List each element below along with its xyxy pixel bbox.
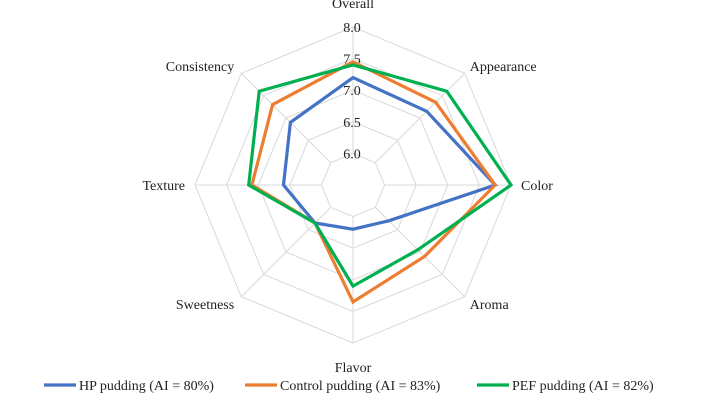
legend-item-1: Control pudding (AI = 83%) xyxy=(245,379,441,394)
axis-spoke-1 xyxy=(374,72,466,164)
radial-tick-labels: 6.06.57.07.58.0 xyxy=(343,21,361,162)
legend-label: PEF pudding (AI = 82%) xyxy=(512,379,654,394)
axis-label-consistency: Consistency xyxy=(166,60,234,75)
axis-label-aroma: Aroma xyxy=(470,298,510,313)
grid-ring-0 xyxy=(320,152,386,218)
tick-label: 6.0 xyxy=(343,147,361,162)
series-line-2 xyxy=(246,63,514,289)
axis-label-texture: Texture xyxy=(142,179,185,194)
axis-label-sweetness: Sweetness xyxy=(176,298,234,313)
axis-label-overall: Overall xyxy=(332,0,374,12)
axis-label-color: Color xyxy=(521,179,553,194)
legend: HP pudding (AI = 80%) Control pudding (AI… xyxy=(44,379,654,394)
legend-label: Control pudding (AI = 83%) xyxy=(280,379,441,394)
tick-label: 6.5 xyxy=(343,116,361,131)
series-line-0 xyxy=(281,75,499,231)
axis-labels: Overall Appearance Color Aroma Flavor Sweetne… xyxy=(142,0,553,376)
tick-label: 7.0 xyxy=(343,84,361,99)
data-series xyxy=(246,60,514,305)
series-line-1 xyxy=(250,60,498,305)
axis-label-flavor: Flavor xyxy=(335,361,372,376)
axis-label-appearance: Appearance xyxy=(470,60,537,75)
axis-spoke-7 xyxy=(240,72,332,164)
legend-item-0: HP pudding (AI = 80%) xyxy=(44,379,214,394)
legend-label: HP pudding (AI = 80%) xyxy=(79,379,214,394)
tick-label: 8.0 xyxy=(343,21,361,36)
radar-grid xyxy=(194,26,512,344)
legend-item-2: PEF pudding (AI = 82%) xyxy=(477,379,654,394)
axis-spoke-3 xyxy=(374,206,466,298)
